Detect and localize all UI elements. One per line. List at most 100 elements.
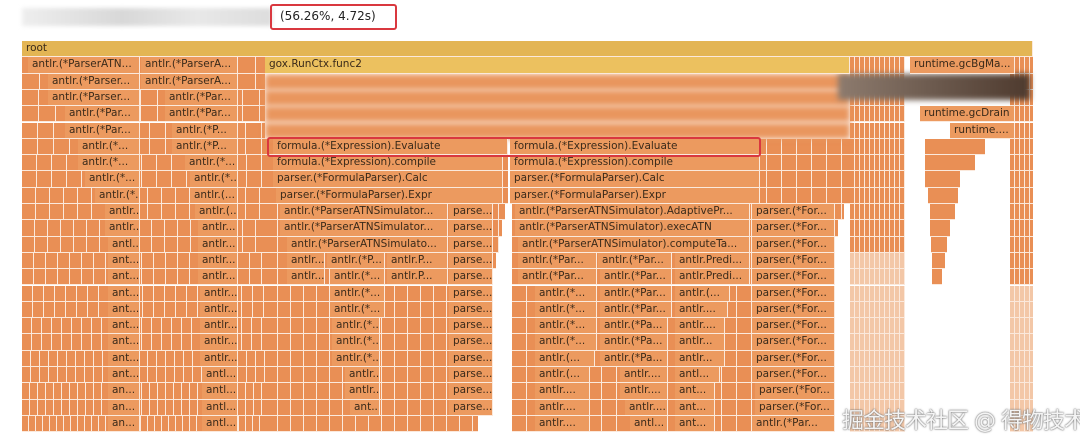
frame[interactable]: antlr.(*Pa... bbox=[600, 318, 668, 335]
frame[interactable]: formula.(*Expression).Evaluate bbox=[510, 138, 760, 156]
frame[interactable]: antlr.(*Par... bbox=[165, 106, 238, 123]
frame[interactable]: antlr.(*ParserATNSimulator).AdaptivePr..… bbox=[515, 204, 750, 221]
frame[interactable]: antlr.(*... bbox=[95, 187, 140, 204]
frame[interactable]: an... bbox=[108, 383, 140, 400]
frame[interactable]: parser.(*For... bbox=[755, 399, 835, 416]
frame[interactable]: parse... bbox=[449, 334, 493, 351]
frame[interactable]: antlr.... bbox=[620, 367, 668, 384]
frame[interactable]: antlr... bbox=[345, 383, 380, 400]
frame[interactable]: antlr... bbox=[287, 252, 325, 270]
frame[interactable]: antlr... bbox=[200, 350, 238, 367]
frame[interactable]: antlr.(*Par... bbox=[65, 106, 140, 123]
frame[interactable]: runtime.... bbox=[950, 122, 1015, 139]
frame[interactable]: antl... bbox=[202, 367, 238, 384]
frame[interactable]: antlr.(... bbox=[675, 285, 730, 302]
frame[interactable]: parse... bbox=[449, 220, 493, 237]
frame[interactable]: ant... bbox=[675, 399, 715, 416]
frame[interactable]: antlr.... bbox=[105, 204, 140, 221]
frame[interactable]: antlr.P... bbox=[387, 252, 448, 270]
frame[interactable]: antlr... bbox=[200, 301, 238, 319]
frame[interactable]: antl... bbox=[202, 415, 238, 433]
frame[interactable]: antlr.(*ParserATNSimulator).execATN bbox=[515, 220, 750, 237]
frame[interactable]: antlr.(*ParserATNSimulato... bbox=[287, 236, 448, 253]
frame[interactable]: antlr.(*... bbox=[78, 155, 140, 172]
frame[interactable]: antlr.(*ParserATNSimulator).computeTa... bbox=[518, 236, 750, 253]
frame[interactable]: parser.(*For... bbox=[752, 220, 835, 237]
frame[interactable]: antlr... bbox=[287, 269, 325, 286]
frame[interactable]: antl... bbox=[630, 415, 668, 433]
frame[interactable]: antlr.(*Par... bbox=[600, 285, 672, 302]
frame[interactable]: antlr.(*... bbox=[535, 285, 597, 302]
frame[interactable]: parser.(*FormulaParser).Expr bbox=[276, 187, 503, 204]
frame[interactable]: antlr.(*... bbox=[85, 171, 140, 188]
frame[interactable]: antlr... bbox=[198, 252, 238, 270]
frame[interactable]: antlr.(*... bbox=[535, 334, 597, 351]
frame[interactable]: antlr.(*Parser... bbox=[48, 89, 140, 107]
frame[interactable]: gox.RunCtx.func2 bbox=[265, 57, 850, 74]
frame[interactable]: parser.(*FormulaParser).Calc bbox=[273, 171, 503, 188]
frame[interactable]: parse... bbox=[449, 350, 493, 367]
frame[interactable]: an... bbox=[108, 415, 140, 433]
frame[interactable]: an... bbox=[108, 399, 140, 416]
frame[interactable]: parse... bbox=[449, 252, 493, 270]
frame[interactable]: antlr.(*P... bbox=[327, 252, 385, 270]
frame[interactable]: antlr.... bbox=[535, 415, 590, 433]
frame[interactable]: antl... bbox=[675, 367, 720, 384]
frame[interactable]: antlr.(*... bbox=[78, 138, 140, 156]
frame[interactable]: parser.(*For... bbox=[752, 236, 835, 253]
frame[interactable]: parser.(*For... bbox=[752, 285, 835, 302]
frame[interactable]: formula.(*Expression).compile bbox=[510, 155, 760, 172]
frame[interactable]: antlr.(... bbox=[195, 204, 238, 221]
frame[interactable]: parse... bbox=[449, 269, 493, 286]
frame[interactable]: antlr.(*ParserA... bbox=[141, 57, 238, 74]
frame[interactable]: antlr.(*... bbox=[332, 318, 380, 335]
frame[interactable]: antlr.(*... bbox=[330, 301, 385, 319]
frame[interactable]: antlr.(*Pa... bbox=[600, 350, 668, 367]
frame[interactable]: antlr... bbox=[675, 350, 725, 367]
frame[interactable]: antlr... bbox=[200, 285, 238, 302]
frame[interactable]: antlr... bbox=[198, 236, 238, 253]
frame[interactable]: antlr.(*... bbox=[185, 155, 238, 172]
frame[interactable]: parser.(*FormulaParser).Calc bbox=[510, 171, 760, 188]
frame[interactable]: ant... bbox=[108, 334, 140, 351]
frame[interactable]: ant... bbox=[108, 269, 140, 286]
frame[interactable]: antlr.(*Par... bbox=[598, 252, 672, 270]
frame[interactable]: antlr.(*... bbox=[535, 301, 597, 319]
frame[interactable]: parser.(*For... bbox=[752, 334, 835, 351]
frame[interactable]: formula.(*Expression).Evaluate bbox=[273, 138, 508, 156]
frame[interactable]: parse... bbox=[449, 285, 493, 302]
frame[interactable]: antlr.(*Par... bbox=[752, 415, 835, 433]
frame[interactable]: antlr.... bbox=[620, 383, 668, 400]
frame[interactable]: antlr.(*... bbox=[190, 171, 238, 188]
frame[interactable]: antlr.(*P... bbox=[172, 138, 238, 156]
frame[interactable]: antlr.(*ParserATNSimulator... bbox=[280, 220, 448, 237]
frame[interactable]: antlr.(*Par... bbox=[165, 89, 238, 107]
frame[interactable]: antl... bbox=[202, 383, 238, 400]
frame[interactable]: antlr.Predi... bbox=[675, 252, 750, 270]
frame[interactable]: antlr.... bbox=[535, 383, 590, 400]
frame[interactable]: parse... bbox=[449, 399, 493, 416]
frame[interactable]: antlr.(... bbox=[190, 187, 238, 204]
frame[interactable]: root bbox=[22, 41, 1033, 58]
frame[interactable]: antl... bbox=[108, 236, 140, 253]
frame[interactable]: ant... bbox=[108, 350, 140, 367]
frame[interactable]: antlr.(*Pa... bbox=[600, 334, 668, 351]
frame[interactable]: parse... bbox=[449, 383, 493, 400]
frame[interactable]: antlr.(... bbox=[535, 350, 595, 367]
frame[interactable]: antlr.(*Par... bbox=[600, 301, 672, 319]
frame[interactable]: antlr.(*Par... bbox=[518, 269, 597, 286]
frame[interactable]: antlr.(*... bbox=[332, 334, 380, 351]
frame[interactable]: parse... bbox=[449, 367, 493, 384]
frame[interactable]: ant... bbox=[108, 301, 140, 319]
frame[interactable]: parser.(*For... bbox=[752, 204, 835, 221]
frame[interactable]: antlr.Predi... bbox=[675, 269, 750, 286]
frame[interactable]: ant... bbox=[108, 252, 140, 270]
frame[interactable]: antlr.... bbox=[675, 318, 725, 335]
frame[interactable]: antlr.(*ParserA... bbox=[141, 73, 238, 90]
frame[interactable]: parser.(*For... bbox=[752, 301, 835, 319]
frame[interactable]: antlr.P... bbox=[387, 269, 448, 286]
frame[interactable]: antlr.(*... bbox=[330, 285, 385, 302]
frame[interactable]: antlr.(*... bbox=[535, 318, 597, 335]
frame[interactable]: ant... bbox=[108, 367, 140, 384]
frame[interactable]: parser.(*For... bbox=[752, 367, 835, 384]
